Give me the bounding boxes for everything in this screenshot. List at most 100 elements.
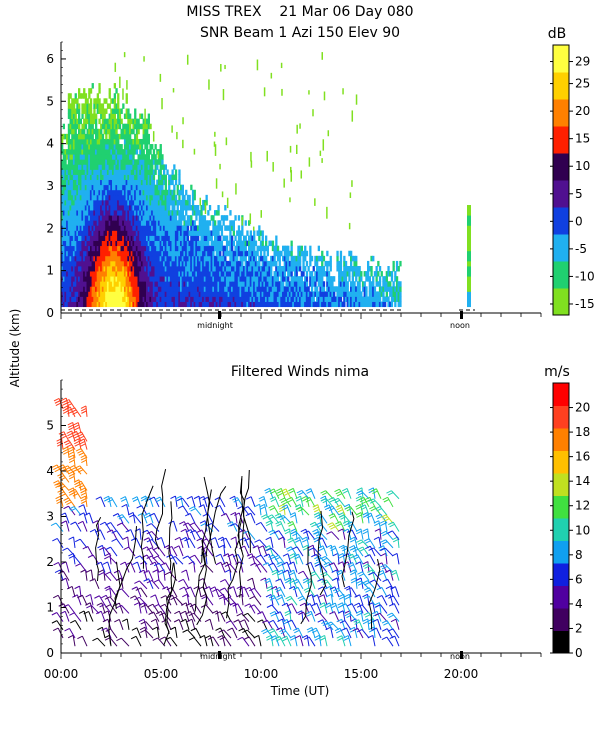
heatmap-cell bbox=[147, 265, 150, 272]
heatmap-cell bbox=[88, 93, 91, 99]
heatmap-cell bbox=[118, 240, 122, 247]
heatmap-cell bbox=[351, 286, 354, 292]
heatmap-cell bbox=[112, 250, 115, 257]
heatmap-cell bbox=[69, 154, 72, 160]
heatmap-cell bbox=[207, 286, 210, 292]
heatmap-cell bbox=[89, 88, 93, 94]
heatmap-cell bbox=[72, 133, 76, 140]
heatmap-cell bbox=[112, 128, 115, 135]
heatmap-cell bbox=[72, 271, 76, 277]
heatmap-cell bbox=[78, 128, 81, 135]
heatmap-cell bbox=[91, 281, 94, 287]
wind-barb-flag bbox=[80, 407, 87, 412]
heatmap-column-cell bbox=[467, 291, 471, 297]
heatmap-cell bbox=[176, 260, 179, 267]
heatmap-cell bbox=[225, 260, 229, 267]
wind-barb-staff bbox=[247, 613, 256, 622]
heatmap-cell bbox=[217, 235, 220, 241]
wind-barb-flag bbox=[72, 411, 78, 415]
heatmap-cell bbox=[100, 169, 103, 175]
y-axis-label: Altitude (km) bbox=[8, 309, 22, 388]
heatmap-cell bbox=[142, 189, 145, 196]
heatmap-cell bbox=[84, 199, 88, 206]
heatmap-cell bbox=[72, 230, 76, 236]
heatmap-cell bbox=[112, 169, 115, 175]
heatmap-cell bbox=[166, 199, 169, 206]
heatmap-cell bbox=[110, 245, 113, 252]
heatmap-cell bbox=[74, 220, 77, 226]
wind-barb-staff bbox=[89, 602, 94, 614]
heatmap-cell bbox=[302, 265, 305, 272]
heatmap-cell bbox=[263, 301, 266, 308]
wind-barb-flag bbox=[233, 619, 239, 623]
heatmap-speck bbox=[208, 79, 210, 90]
wind-barb-flag bbox=[55, 402, 62, 407]
heatmap-cell bbox=[227, 291, 230, 297]
heatmap-cell bbox=[181, 199, 184, 206]
heatmap-cell bbox=[188, 271, 191, 277]
heatmap-cell bbox=[375, 265, 378, 272]
wind-barb-staff bbox=[191, 496, 196, 508]
heatmap-cell bbox=[355, 271, 358, 277]
heatmap-cell bbox=[72, 286, 76, 292]
heatmap-cell bbox=[139, 250, 142, 257]
heatmap-cell bbox=[215, 245, 218, 252]
heatmap-cell bbox=[110, 98, 113, 104]
heatmap-cell bbox=[163, 230, 166, 236]
heatmap-cell bbox=[246, 296, 249, 302]
heatmap-cell bbox=[344, 281, 348, 287]
heatmap-cell bbox=[161, 205, 164, 211]
wind-barb-flag bbox=[215, 627, 221, 631]
heatmap-cell bbox=[173, 230, 176, 236]
heatmap-cell bbox=[135, 250, 139, 257]
heatmap-cell bbox=[130, 189, 133, 196]
wind-barb-staff bbox=[109, 571, 118, 581]
heatmap-cell bbox=[200, 260, 203, 267]
heatmap-speck bbox=[280, 62, 283, 69]
heatmap-cell bbox=[258, 230, 261, 236]
wind-barb-staff bbox=[111, 529, 118, 540]
heatmap-cell bbox=[98, 205, 101, 211]
heatmap-cell bbox=[84, 271, 88, 277]
heatmap-cell bbox=[378, 296, 382, 302]
heatmap-cell bbox=[317, 301, 320, 308]
heatmap-cell bbox=[113, 215, 116, 221]
heatmap-cell bbox=[157, 250, 161, 257]
heatmap-cell bbox=[95, 174, 98, 181]
heatmap-cell bbox=[108, 118, 111, 125]
heatmap-cell bbox=[367, 301, 370, 308]
heatmap-cell bbox=[263, 276, 266, 282]
heatmap-cell bbox=[156, 199, 159, 206]
heatmap-cell bbox=[214, 276, 217, 282]
heatmap-cell bbox=[151, 301, 154, 308]
wind-barb-flag bbox=[105, 522, 111, 526]
heatmap-cell bbox=[120, 128, 123, 135]
heatmap-cell bbox=[234, 276, 237, 282]
heatmap-cell bbox=[76, 184, 79, 191]
heatmap-cell bbox=[69, 265, 72, 272]
heatmap-speck bbox=[144, 108, 146, 120]
wind-barb-flag bbox=[80, 489, 86, 494]
heatmap-cell bbox=[339, 265, 343, 272]
heatmap-cell bbox=[168, 296, 171, 302]
heatmap-cell bbox=[151, 179, 154, 186]
heatmap-cell bbox=[287, 281, 290, 287]
heatmap-speck bbox=[289, 145, 292, 153]
heatmap-cell bbox=[212, 271, 215, 277]
heatmap-cell bbox=[169, 291, 173, 297]
heatmap-cell bbox=[95, 250, 98, 257]
heatmap-cell bbox=[231, 255, 234, 262]
heatmap-cell bbox=[193, 240, 196, 247]
heatmap-cell bbox=[84, 144, 88, 150]
heatmap-cell bbox=[66, 189, 69, 196]
heatmap-cell bbox=[295, 265, 298, 272]
heatmap-cell bbox=[96, 174, 99, 181]
heatmap-cell bbox=[64, 164, 67, 170]
heatmap-cell bbox=[110, 276, 113, 282]
heatmap-cell bbox=[130, 255, 133, 262]
heatmap-cell bbox=[244, 255, 247, 262]
wind-barb-flag bbox=[67, 446, 74, 450]
heatmap-cell bbox=[74, 235, 77, 241]
wind-barb-staff bbox=[185, 529, 190, 540]
